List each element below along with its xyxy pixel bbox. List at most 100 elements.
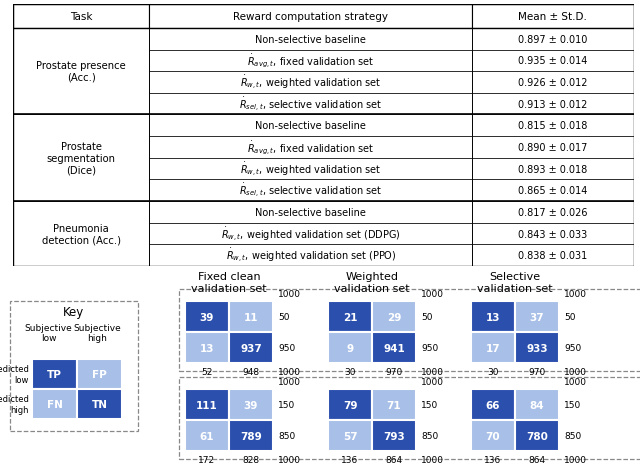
Bar bbox=[13, 29, 149, 115]
Text: TP: TP bbox=[47, 369, 62, 379]
Text: 864: 864 bbox=[529, 455, 545, 464]
Text: 1000: 1000 bbox=[278, 455, 301, 464]
Bar bbox=[149, 5, 472, 29]
Bar bbox=[372, 389, 416, 420]
Text: 57: 57 bbox=[342, 431, 357, 441]
Text: Subjective
low: Subjective low bbox=[24, 323, 72, 343]
Text: 0.815 ± 0.018: 0.815 ± 0.018 bbox=[518, 121, 588, 131]
Text: 30: 30 bbox=[344, 367, 356, 376]
Text: 37: 37 bbox=[530, 312, 544, 322]
Bar bbox=[149, 202, 472, 223]
Bar bbox=[472, 5, 634, 29]
Text: Non-selective baseline: Non-selective baseline bbox=[255, 35, 366, 45]
Bar bbox=[179, 377, 640, 459]
Text: $\dot{R}_{avg,t}$, fixed validation set: $\dot{R}_{avg,t}$, fixed validation set bbox=[247, 139, 374, 157]
Text: 1000: 1000 bbox=[278, 289, 301, 298]
Bar bbox=[32, 389, 77, 419]
Text: 1000: 1000 bbox=[564, 289, 587, 298]
Text: 1000: 1000 bbox=[421, 367, 444, 376]
Text: 0.893 ± 0.018: 0.893 ± 0.018 bbox=[518, 164, 588, 174]
Text: 30: 30 bbox=[487, 367, 499, 376]
Text: 970: 970 bbox=[529, 367, 546, 376]
Bar bbox=[472, 245, 634, 267]
Text: 79: 79 bbox=[343, 400, 357, 410]
Text: 17: 17 bbox=[486, 343, 500, 353]
Text: 150: 150 bbox=[421, 400, 438, 409]
Text: Reward computation strategy: Reward computation strategy bbox=[234, 12, 388, 22]
Text: Task: Task bbox=[70, 12, 92, 22]
Bar bbox=[229, 332, 273, 363]
Text: 850: 850 bbox=[564, 431, 581, 440]
Bar bbox=[472, 202, 634, 223]
Text: 970: 970 bbox=[385, 367, 403, 376]
Bar bbox=[328, 332, 372, 363]
Text: Weighted
validation set: Weighted validation set bbox=[334, 271, 410, 293]
Text: Predicted
high: Predicted high bbox=[0, 395, 29, 414]
Text: Mean ± St.D.: Mean ± St.D. bbox=[518, 12, 588, 22]
Text: 1000: 1000 bbox=[421, 289, 444, 298]
Text: 0.890 ± 0.017: 0.890 ± 0.017 bbox=[518, 143, 588, 153]
Text: $\dot{R}_{sel,t}$, selective validation set: $\dot{R}_{sel,t}$, selective validation … bbox=[239, 182, 383, 200]
Bar bbox=[32, 359, 77, 389]
Bar bbox=[472, 223, 634, 245]
Text: 61: 61 bbox=[200, 431, 214, 441]
Text: 136: 136 bbox=[484, 455, 502, 464]
Text: 0.817 ± 0.026: 0.817 ± 0.026 bbox=[518, 208, 588, 218]
Text: 1000: 1000 bbox=[564, 367, 587, 376]
Text: Prostate presence
(Acc.): Prostate presence (Acc.) bbox=[36, 61, 126, 83]
Bar bbox=[185, 301, 229, 332]
Bar bbox=[10, 301, 138, 431]
Bar bbox=[149, 245, 472, 267]
Bar bbox=[372, 420, 416, 451]
Text: 172: 172 bbox=[198, 455, 216, 464]
Text: 0.913 ± 0.012: 0.913 ± 0.012 bbox=[518, 99, 588, 109]
Text: 71: 71 bbox=[387, 400, 401, 410]
Text: 0.897 ± 0.010: 0.897 ± 0.010 bbox=[518, 35, 588, 45]
Bar bbox=[149, 29, 472, 50]
Bar bbox=[472, 50, 634, 72]
Bar bbox=[185, 420, 229, 451]
Text: 13: 13 bbox=[486, 312, 500, 322]
Text: FP: FP bbox=[92, 369, 107, 379]
Bar bbox=[229, 420, 273, 451]
Text: 150: 150 bbox=[278, 400, 295, 409]
Text: 789: 789 bbox=[240, 431, 262, 441]
Text: $\dot{R}_{w,t}$, weighted validation set: $\dot{R}_{w,t}$, weighted validation set bbox=[240, 160, 381, 178]
Text: $\dot{R}_{w,t}$, weighted validation set (PPO): $\dot{R}_{w,t}$, weighted validation set… bbox=[225, 247, 396, 265]
Bar bbox=[179, 289, 640, 371]
Text: $\dot{R}_{w,t}$, weighted validation set (DDPG): $\dot{R}_{w,t}$, weighted validation set… bbox=[221, 225, 401, 243]
Bar bbox=[472, 72, 634, 94]
Bar bbox=[185, 332, 229, 363]
Text: 780: 780 bbox=[526, 431, 548, 441]
Bar bbox=[149, 180, 472, 202]
Text: 84: 84 bbox=[530, 400, 544, 410]
Text: Key: Key bbox=[63, 306, 84, 318]
Bar bbox=[515, 301, 559, 332]
Bar bbox=[13, 5, 149, 29]
Bar bbox=[13, 202, 149, 267]
Bar bbox=[471, 389, 515, 420]
Text: 793: 793 bbox=[383, 431, 405, 441]
Text: 937: 937 bbox=[240, 343, 262, 353]
Bar bbox=[372, 332, 416, 363]
Bar bbox=[515, 332, 559, 363]
Bar bbox=[472, 159, 634, 180]
Text: FN: FN bbox=[47, 399, 63, 409]
Bar bbox=[515, 420, 559, 451]
Text: 66: 66 bbox=[486, 400, 500, 410]
Bar bbox=[472, 29, 634, 50]
Bar bbox=[328, 389, 372, 420]
Bar bbox=[77, 389, 122, 419]
Bar bbox=[472, 137, 634, 159]
Text: 850: 850 bbox=[421, 431, 438, 440]
Bar bbox=[149, 137, 472, 159]
Bar bbox=[77, 359, 122, 389]
Text: $\dot{R}_{avg,t}$, fixed validation set: $\dot{R}_{avg,t}$, fixed validation set bbox=[247, 52, 374, 70]
Text: 950: 950 bbox=[421, 343, 438, 352]
Text: 0.843 ± 0.033: 0.843 ± 0.033 bbox=[518, 229, 588, 239]
Text: 150: 150 bbox=[564, 400, 581, 409]
Text: Prostate
segmentation
(Dice): Prostate segmentation (Dice) bbox=[47, 142, 116, 175]
Bar bbox=[328, 420, 372, 451]
Text: 111: 111 bbox=[196, 400, 218, 410]
Text: Selective
validation set: Selective validation set bbox=[477, 271, 553, 293]
